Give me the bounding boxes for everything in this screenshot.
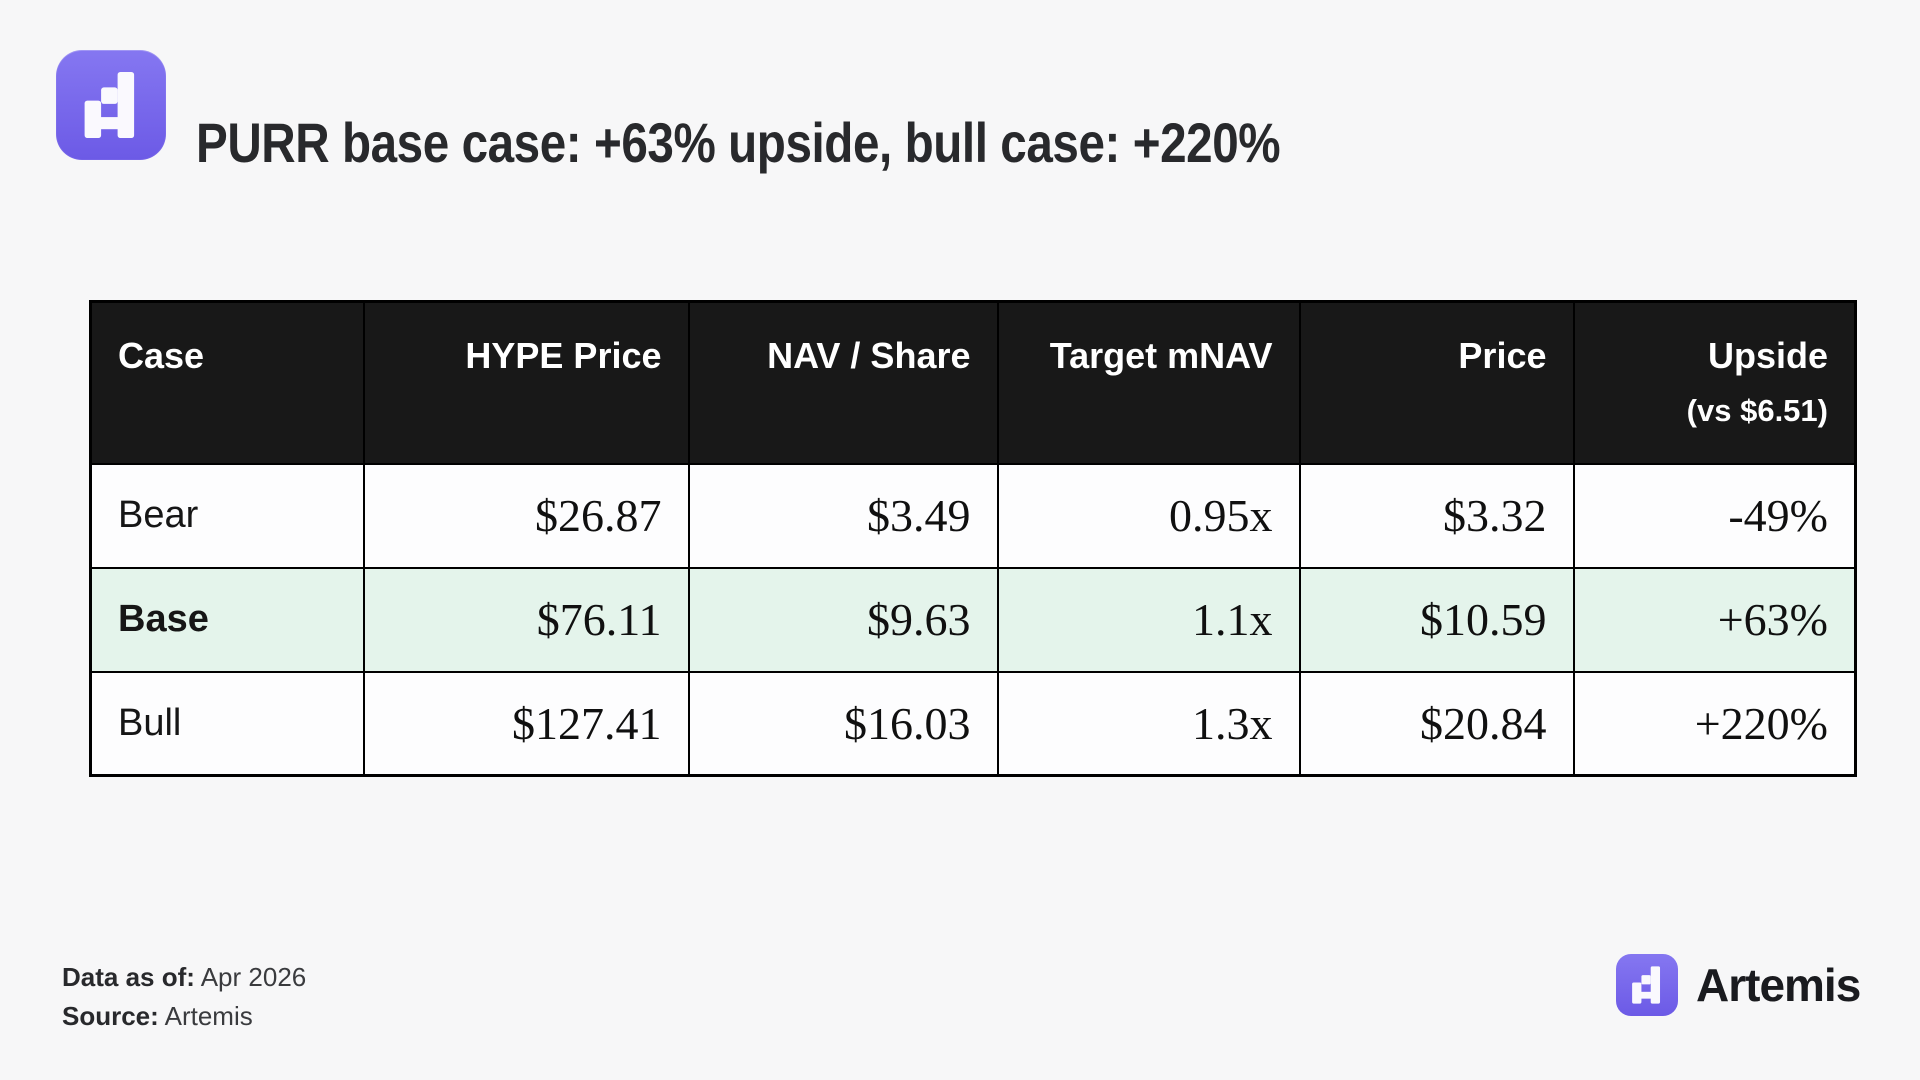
data-as-of-line: Data as of: Apr 2026 — [62, 958, 306, 997]
cell-target-mnav: 1.3x — [996, 670, 1301, 777]
column-header-price: Price — [1298, 300, 1575, 465]
source-label: Source: — [62, 1001, 159, 1031]
cell-hype-price: $26.87 — [362, 462, 690, 569]
column-header-target-mnav: Target mNAV — [996, 300, 1301, 465]
table-header-row: Case HYPE Price NAV / Share Target mNAV … — [89, 300, 1857, 465]
column-header-label: HYPE Price — [465, 335, 662, 376]
scenario-table: Case HYPE Price NAV / Share Target mNAV … — [89, 300, 1857, 778]
table-row-bull: Bull $127.41 $16.03 1.3x $20.84 +220% — [89, 670, 1857, 777]
artemis-pixel-a-icon — [84, 72, 135, 138]
cell-price: $20.84 — [1298, 670, 1575, 777]
data-as-of-label: Data as of: — [62, 962, 195, 992]
cell-upside: +220% — [1572, 670, 1857, 777]
source-line: Source: Artemis — [62, 997, 306, 1036]
artemis-logo — [56, 50, 166, 160]
column-header-sublabel: (vs $6.51) — [1686, 393, 1828, 429]
column-header-case: Case — [89, 300, 365, 465]
column-header-hype-price: HYPE Price — [362, 300, 690, 465]
cell-hype-price: $127.41 — [362, 670, 690, 777]
column-header-upside: Upside (vs $6.51) — [1572, 300, 1857, 465]
column-header-nav-share: NAV / Share — [687, 300, 999, 465]
column-header-label: Price — [1458, 335, 1547, 376]
artemis-pixel-a-icon — [1632, 966, 1661, 1004]
cell-target-mnav: 1.1x — [996, 566, 1301, 673]
artemis-logo-small — [1616, 954, 1678, 1016]
column-header-label: NAV / Share — [767, 335, 971, 376]
cell-price: $10.59 — [1298, 566, 1575, 673]
column-header-label: Target mNAV — [1049, 335, 1273, 376]
page-title: PURR base case: +63% upside, bull case: … — [196, 110, 1281, 174]
cell-price: $3.32 — [1298, 462, 1575, 569]
footnote: Data as of: Apr 2026 Source: Artemis — [62, 958, 306, 1036]
cell-upside: -49% — [1572, 462, 1857, 569]
data-as-of-value: Apr 2026 — [194, 962, 307, 992]
cell-hype-price: $76.11 — [362, 566, 690, 673]
artemis-wordmark: Artemis — [1696, 959, 1861, 1011]
cell-case: Bull — [89, 670, 365, 777]
table-row-base-highlighted: Base $76.11 $9.63 1.1x $10.59 +63% — [89, 566, 1857, 673]
cell-case: Base — [89, 566, 365, 673]
column-header-label: Case — [118, 335, 205, 376]
cell-target-mnav: 0.95x — [996, 462, 1301, 569]
cell-nav-share: $16.03 — [687, 670, 999, 777]
source-value: Artemis — [158, 1001, 253, 1031]
cell-case: Bear — [89, 462, 365, 569]
cell-nav-share: $9.63 — [687, 566, 999, 673]
cell-nav-share: $3.49 — [687, 462, 999, 569]
table-row-bear: Bear $26.87 $3.49 0.95x $3.32 -49% — [89, 462, 1857, 569]
artemis-brand-footer: Artemis — [1616, 954, 1861, 1016]
cell-upside: +63% — [1572, 566, 1857, 673]
column-header-label: Upside — [1707, 335, 1828, 376]
